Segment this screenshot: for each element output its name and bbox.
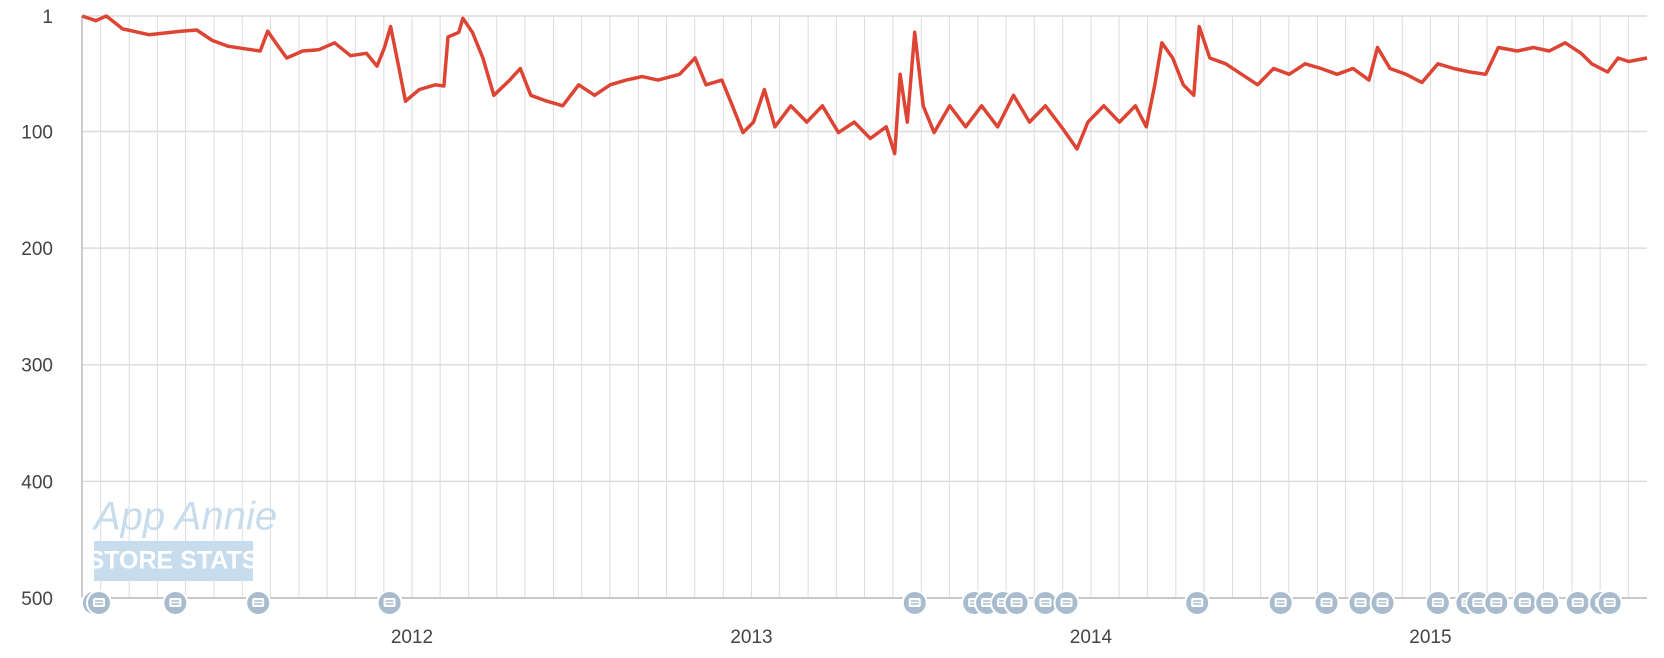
event-marker[interactable] [1053,590,1080,616]
event-marker[interactable] [85,590,112,616]
event-marker[interactable] [901,590,928,616]
event-marker-icon [1490,598,1503,607]
event-marker-icon [1274,598,1287,607]
event-marker-icon [1472,598,1485,607]
event-marker[interactable] [1511,590,1538,616]
event-marker[interactable] [1596,590,1623,616]
event-marker[interactable] [1369,590,1396,616]
event-marker-icon [1010,598,1023,607]
x-tick-label: 2015 [1409,627,1451,648]
x-tick-label: 2013 [730,627,772,648]
rank-line [81,14,1648,156]
watermark: App Annie STORE STATS [88,495,277,581]
event-marker[interactable] [1347,590,1374,616]
event-marker-icon [1191,598,1204,607]
watermark-logo: App Annie [92,495,277,539]
event-marker-icon [1541,598,1554,607]
y-tick-label: 100 [21,122,53,143]
event-marker[interactable] [376,590,403,616]
event-marker[interactable] [1483,590,1510,616]
event-marker[interactable] [1564,590,1591,616]
event-marker-icon [1376,598,1389,607]
event-marker-icon [252,598,265,607]
event-marker[interactable] [1267,590,1294,616]
event-marker[interactable] [245,590,272,616]
event-marker-icon [1060,598,1073,607]
plot [80,14,1648,616]
event-marker-icon [169,598,182,607]
event-marker[interactable] [1534,590,1561,616]
event-marker-icon [1518,598,1531,607]
y-tick-label: 300 [21,356,53,377]
y-tick-label: 400 [21,472,53,493]
event-marker[interactable] [162,590,189,616]
grid: 1 100 200 300 400 500 2012 2013 2014 2015 [21,7,1647,648]
event-marker[interactable] [1184,590,1211,616]
event-marker[interactable] [1032,590,1059,616]
event-marker[interactable] [1003,590,1030,616]
y-tick-label: 500 [21,589,53,610]
x-tick-label: 2012 [391,627,433,648]
y-tick-label: 200 [21,239,53,260]
event-marker-icon [1571,598,1584,607]
event-marker-icon [383,598,396,607]
event-marker-icon [1431,598,1444,607]
watermark-box [94,541,253,581]
watermark-label: STORE STATS [88,547,259,575]
event-marker-icon [1603,598,1616,607]
event-marker-icon [908,598,921,607]
event-marker-icon [1354,598,1367,607]
x-tick-label: 2014 [1070,627,1113,648]
event-marker-icon [1039,598,1052,607]
event-marker[interactable] [1424,590,1451,616]
event-marker-icon [92,598,105,607]
event-marker-icon [1320,598,1333,607]
y-tick-label: 1 [42,7,53,28]
event-marker[interactable] [1313,590,1340,616]
